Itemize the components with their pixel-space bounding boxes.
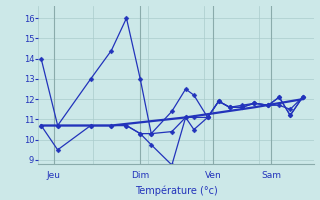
Text: Sam: Sam xyxy=(261,171,281,180)
Text: Température (°c): Température (°c) xyxy=(135,185,217,196)
Text: Ven: Ven xyxy=(205,171,221,180)
Text: Dim: Dim xyxy=(131,171,149,180)
Text: Jeu: Jeu xyxy=(46,171,60,180)
